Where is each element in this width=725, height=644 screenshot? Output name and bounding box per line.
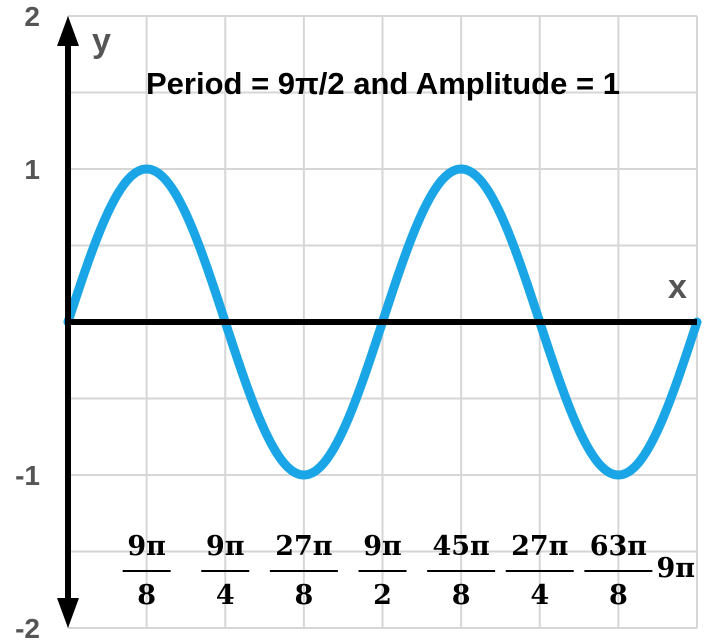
axes — [57, 16, 697, 628]
x-tick-fraction: 9π 2 — [358, 531, 407, 611]
x-tick-fraction: 9π 4 — [201, 531, 250, 611]
y-axis-label: y — [92, 22, 111, 60]
x-tick-denominator: 8 — [609, 580, 628, 611]
y-tick-label: -2 — [15, 613, 40, 644]
x-tick-numerator: 9π — [363, 531, 402, 562]
x-tick-numerator: 63π — [590, 531, 647, 562]
x-tick-fraction: 9π 8 — [122, 531, 171, 611]
x-tick-numerator: 9π — [127, 531, 166, 562]
x-tick-denominator: 8 — [452, 580, 471, 611]
x-tick-denominator: 4 — [216, 580, 235, 611]
x-tick-numerator: 27π — [511, 531, 568, 562]
x-tick-numerator: 27π — [275, 531, 332, 562]
x-tick-label: 9π — [656, 553, 695, 584]
x-tick-numerator: 45π — [432, 531, 489, 562]
x-tick-fraction: 63π 8 — [584, 531, 653, 611]
x-tick-numerator: 9π — [206, 531, 245, 562]
y-axis-up-arrow-icon — [57, 16, 79, 46]
y-tick-label: 1 — [24, 154, 40, 185]
chart-title: Period = 9π/2 and Amplitude = 1 — [146, 66, 620, 101]
x-tick-denominator: 2 — [373, 580, 392, 611]
x-tick-fraction: 45π 8 — [427, 531, 496, 611]
y-tick-label: 2 — [24, 1, 40, 32]
y-tick-label: -1 — [15, 460, 40, 491]
x-tick-fraction: 27π 8 — [269, 531, 338, 611]
x-axis-label: x — [668, 268, 687, 306]
x-tick-denominator: 8 — [294, 580, 313, 611]
x-tick-labels: 9π 8 9π 4 27π 8 9π 2 45π 8 27π 4 63π 8 9π — [122, 531, 695, 611]
x-tick-denominator: 8 — [137, 580, 156, 611]
x-tick-denominator: 4 — [530, 580, 549, 611]
y-axis-down-arrow-icon — [57, 598, 79, 628]
y-tick-labels: 2 1 -1 -2 — [15, 1, 40, 644]
x-tick-fraction: 27π 4 — [505, 531, 574, 611]
